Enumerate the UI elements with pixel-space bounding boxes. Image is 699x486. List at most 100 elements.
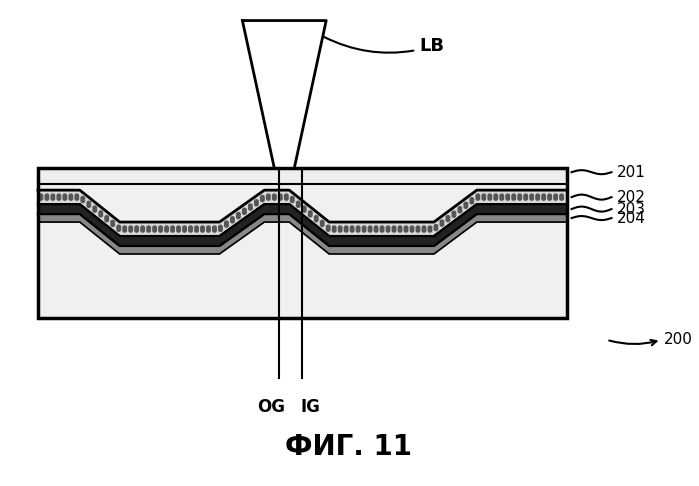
Circle shape bbox=[446, 216, 449, 219]
Circle shape bbox=[380, 228, 384, 232]
Circle shape bbox=[153, 228, 157, 232]
Circle shape bbox=[398, 226, 402, 229]
Circle shape bbox=[398, 228, 402, 232]
Circle shape bbox=[51, 194, 55, 198]
Polygon shape bbox=[38, 214, 567, 254]
Circle shape bbox=[189, 228, 192, 232]
Circle shape bbox=[542, 194, 545, 198]
Circle shape bbox=[422, 226, 426, 229]
Circle shape bbox=[182, 226, 187, 229]
Circle shape bbox=[320, 223, 324, 226]
Circle shape bbox=[333, 226, 336, 229]
Circle shape bbox=[57, 194, 61, 198]
Circle shape bbox=[404, 228, 408, 232]
Circle shape bbox=[237, 212, 240, 216]
Circle shape bbox=[93, 208, 96, 212]
Circle shape bbox=[374, 228, 378, 232]
Circle shape bbox=[249, 207, 252, 210]
Circle shape bbox=[428, 228, 432, 232]
Circle shape bbox=[261, 198, 264, 202]
Circle shape bbox=[249, 204, 252, 208]
Circle shape bbox=[278, 194, 282, 198]
Circle shape bbox=[440, 220, 444, 224]
Circle shape bbox=[147, 226, 150, 229]
Circle shape bbox=[224, 224, 229, 227]
Circle shape bbox=[111, 221, 115, 224]
Circle shape bbox=[315, 218, 318, 222]
Circle shape bbox=[326, 225, 330, 229]
Circle shape bbox=[303, 206, 306, 209]
Circle shape bbox=[338, 228, 342, 232]
Circle shape bbox=[195, 228, 199, 232]
Circle shape bbox=[75, 194, 78, 198]
Circle shape bbox=[243, 208, 246, 212]
Circle shape bbox=[464, 205, 468, 208]
Circle shape bbox=[75, 196, 78, 200]
Circle shape bbox=[243, 211, 246, 214]
Text: IG: IG bbox=[301, 398, 320, 416]
Circle shape bbox=[273, 196, 276, 200]
Circle shape bbox=[530, 194, 533, 198]
Circle shape bbox=[291, 199, 294, 203]
Circle shape bbox=[506, 194, 510, 198]
Circle shape bbox=[488, 194, 491, 198]
Circle shape bbox=[207, 226, 210, 229]
Circle shape bbox=[458, 209, 461, 213]
Circle shape bbox=[261, 195, 264, 199]
Circle shape bbox=[87, 201, 91, 205]
Circle shape bbox=[536, 196, 540, 200]
Circle shape bbox=[482, 196, 486, 200]
Circle shape bbox=[171, 228, 174, 232]
Circle shape bbox=[212, 226, 216, 229]
Circle shape bbox=[165, 226, 168, 229]
Circle shape bbox=[254, 200, 258, 203]
Circle shape bbox=[368, 228, 372, 232]
Text: LB: LB bbox=[324, 37, 444, 55]
Circle shape bbox=[296, 204, 300, 208]
Circle shape bbox=[410, 228, 414, 232]
Circle shape bbox=[141, 228, 145, 232]
Circle shape bbox=[524, 196, 528, 200]
Circle shape bbox=[159, 226, 162, 229]
Text: 202: 202 bbox=[617, 190, 645, 205]
Circle shape bbox=[63, 194, 66, 198]
Circle shape bbox=[278, 196, 282, 200]
Bar bbox=[38, 168, 567, 318]
Circle shape bbox=[350, 226, 354, 229]
Circle shape bbox=[416, 226, 420, 229]
Circle shape bbox=[524, 194, 528, 198]
Circle shape bbox=[476, 194, 480, 198]
Circle shape bbox=[554, 196, 557, 200]
Circle shape bbox=[93, 206, 96, 209]
Circle shape bbox=[291, 196, 294, 200]
Circle shape bbox=[308, 213, 312, 217]
Polygon shape bbox=[38, 190, 567, 236]
Circle shape bbox=[362, 228, 366, 232]
Circle shape bbox=[231, 217, 234, 220]
Circle shape bbox=[69, 194, 73, 198]
Circle shape bbox=[374, 226, 378, 229]
Circle shape bbox=[207, 228, 210, 232]
Circle shape bbox=[129, 228, 133, 232]
Circle shape bbox=[45, 196, 49, 200]
Circle shape bbox=[87, 204, 91, 208]
Circle shape bbox=[182, 228, 187, 232]
Circle shape bbox=[446, 218, 449, 222]
Circle shape bbox=[434, 227, 438, 230]
Circle shape bbox=[452, 214, 456, 217]
Circle shape bbox=[39, 196, 43, 200]
Circle shape bbox=[548, 196, 552, 200]
Circle shape bbox=[219, 228, 222, 231]
Circle shape bbox=[45, 194, 49, 198]
Circle shape bbox=[99, 211, 103, 214]
Bar bbox=[38, 168, 567, 184]
Circle shape bbox=[338, 226, 342, 229]
Circle shape bbox=[212, 228, 216, 232]
Circle shape bbox=[189, 226, 192, 229]
Polygon shape bbox=[38, 204, 567, 246]
Circle shape bbox=[266, 196, 270, 200]
Circle shape bbox=[494, 196, 498, 200]
Circle shape bbox=[284, 196, 288, 200]
Circle shape bbox=[266, 194, 270, 198]
Circle shape bbox=[392, 228, 396, 232]
